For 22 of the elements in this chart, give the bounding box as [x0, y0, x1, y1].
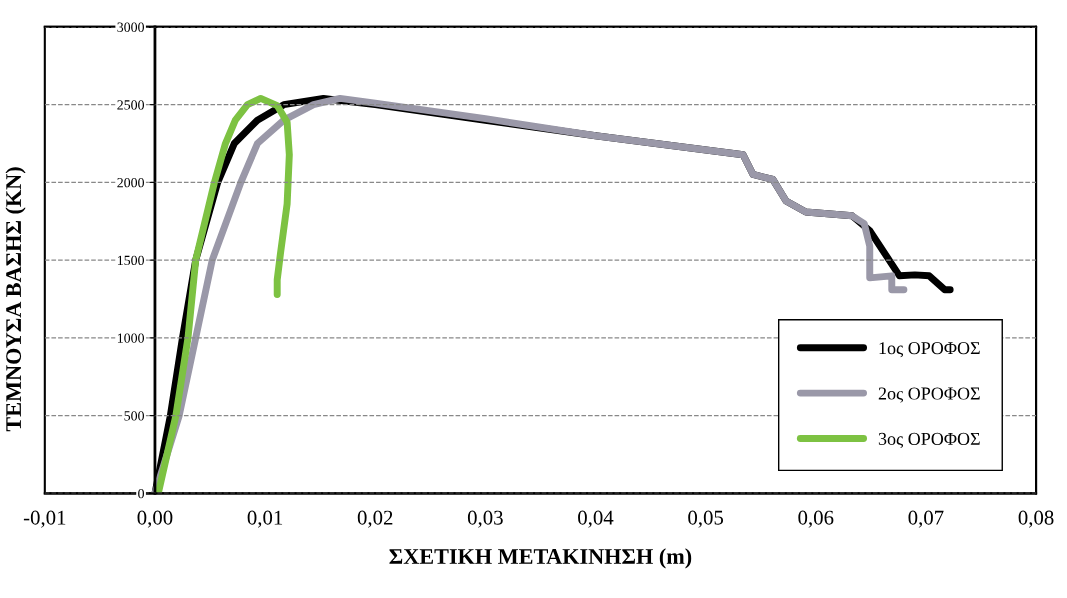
x-tick-label: -0,01	[23, 510, 66, 528]
x-tick-label: 0,00	[137, 510, 173, 528]
y-tick-label: 500	[124, 411, 145, 421]
x-tick-label: 0,03	[467, 510, 503, 528]
y-tick-label: 3000	[117, 22, 145, 32]
x-tick-label: 0,02	[357, 510, 393, 528]
y-tick-label: 2000	[117, 177, 145, 188]
x-tick-label: 0,05	[688, 510, 724, 528]
x-tick-label: 0,06	[798, 510, 834, 528]
x-tick-label: 0,07	[908, 510, 944, 528]
x-axis-title: ΣΧΕΤΙΚΗ ΜΕΤΑΚΙΝΗΣΗ (m)	[389, 548, 692, 569]
legend-label: 3ος ΟΡΟΦΟΣ	[878, 432, 980, 449]
legend-label: 2ος ΟΡΟΦΟΣ	[878, 387, 980, 403]
y-tick-label: 1000	[117, 333, 145, 343]
x-tick-label: 0,01	[247, 510, 283, 528]
x-tick-label: 0,04	[578, 510, 614, 528]
y-tick-label: 2500	[117, 100, 145, 110]
y-axis-title: ΤΕΜΝΟΥΣΑ ΒΑΣΗΣ (KN)	[5, 167, 26, 432]
y-tick-label: 0	[138, 488, 145, 499]
legend-label: 1ος ΟΡΟΦΟΣ	[879, 342, 980, 358]
x-tick-label: 0,08	[1018, 510, 1054, 528]
y-tick-label: 1500	[117, 255, 145, 266]
